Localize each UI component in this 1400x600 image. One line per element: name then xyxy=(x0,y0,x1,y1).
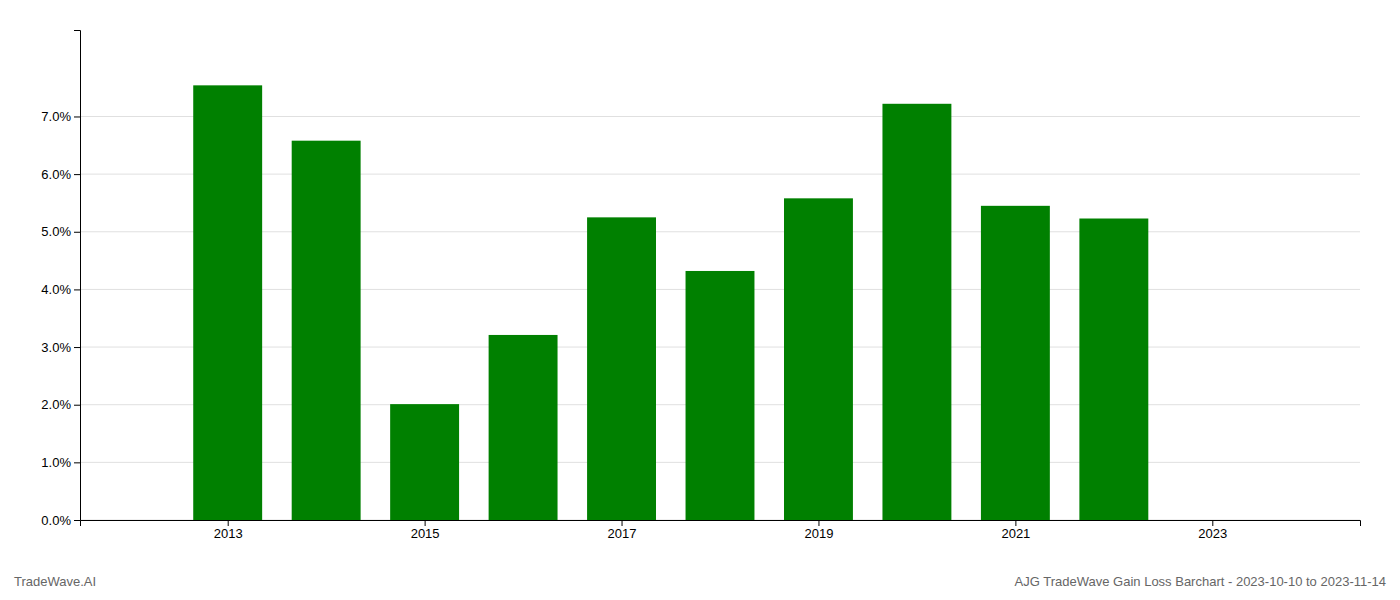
bars xyxy=(193,85,1148,520)
x-tick: 2023 xyxy=(1198,520,1227,541)
y-tick: 4.0% xyxy=(41,282,80,297)
y-tick-mark xyxy=(74,232,80,233)
y-axis: 0.0% 1.0% 2.0% 3.0% 4.0% 5.0% 6.0% 7.0% xyxy=(41,31,80,528)
footer-left: TradeWave.AI xyxy=(14,574,96,589)
bar xyxy=(784,198,853,520)
x-tick-mark xyxy=(1015,520,1016,526)
x-tick-mark xyxy=(228,520,229,526)
y-tick-mark xyxy=(74,405,80,406)
chart-container: 0.0% 1.0% 2.0% 3.0% 4.0% 5.0% 6.0% 7.0% 2013 2015… xyxy=(0,0,1400,600)
x-tick: 2013 xyxy=(214,520,243,541)
x-tick-mark xyxy=(1212,520,1213,526)
bar xyxy=(587,217,656,520)
x-tick-label: 2019 xyxy=(805,526,834,541)
y-tick: 7.0% xyxy=(41,109,80,124)
x-tick-mark xyxy=(425,520,426,526)
y-tick-mark xyxy=(74,289,80,290)
y-tick-mark xyxy=(74,520,80,521)
x-tick: 2017 xyxy=(608,520,637,541)
grid xyxy=(80,116,1360,520)
y-tick: 5.0% xyxy=(41,224,80,239)
x-axis: 2013 2015 2017 2019 2021 2023 xyxy=(81,520,1361,541)
x-tick-label: 2015 xyxy=(411,526,440,541)
bar xyxy=(193,85,262,520)
y-tick-mark xyxy=(74,462,80,463)
y-tick-label: 0.0% xyxy=(41,513,71,528)
y-tick-label: 7.0% xyxy=(41,109,71,124)
x-tick-label: 2017 xyxy=(608,526,637,541)
y-tick-mark xyxy=(74,347,80,348)
bar xyxy=(981,206,1050,520)
y-axis-line xyxy=(74,31,81,521)
bar xyxy=(686,271,755,520)
y-tick-label: 2.0% xyxy=(41,397,71,412)
x-tick-mark xyxy=(622,520,623,526)
grid-line xyxy=(80,231,1360,232)
grid-line xyxy=(80,174,1360,175)
y-tick-label: 4.0% xyxy=(41,282,71,297)
chart-svg: 0.0% 1.0% 2.0% 3.0% 4.0% 5.0% 6.0% 7.0% 2013 2015… xyxy=(0,0,1400,600)
x-axis-line xyxy=(81,521,1361,527)
y-tick-label: 1.0% xyxy=(41,455,71,470)
bar xyxy=(292,141,361,520)
y-tick: 1.0% xyxy=(41,455,80,470)
grid-line xyxy=(80,116,1360,117)
bar xyxy=(390,404,459,520)
y-tick: 6.0% xyxy=(41,167,80,182)
y-tick-label: 3.0% xyxy=(41,340,71,355)
x-tick-mark xyxy=(818,520,819,526)
bar xyxy=(1079,219,1148,520)
y-tick: 2.0% xyxy=(41,397,80,412)
x-tick-label: 2023 xyxy=(1198,526,1227,541)
x-tick-label: 2021 xyxy=(1001,526,1030,541)
x-tick: 2015 xyxy=(411,520,440,541)
bar xyxy=(882,104,951,520)
footer-right: AJG TradeWave Gain Loss Barchart - 2023-… xyxy=(1015,574,1386,589)
y-tick: 3.0% xyxy=(41,340,80,355)
bar xyxy=(489,335,558,520)
y-tick-label: 6.0% xyxy=(41,167,71,182)
y-tick-mark xyxy=(74,174,80,175)
y-tick-label: 5.0% xyxy=(41,224,71,239)
x-tick: 2019 xyxy=(805,520,834,541)
y-tick-mark xyxy=(74,116,80,117)
x-tick: 2021 xyxy=(1001,520,1030,541)
x-tick-label: 2013 xyxy=(214,526,243,541)
plot-area: 0.0% 1.0% 2.0% 3.0% 4.0% 5.0% 6.0% 7.0% 2013 2015… xyxy=(41,31,1360,542)
y-tick: 0.0% xyxy=(41,513,80,528)
